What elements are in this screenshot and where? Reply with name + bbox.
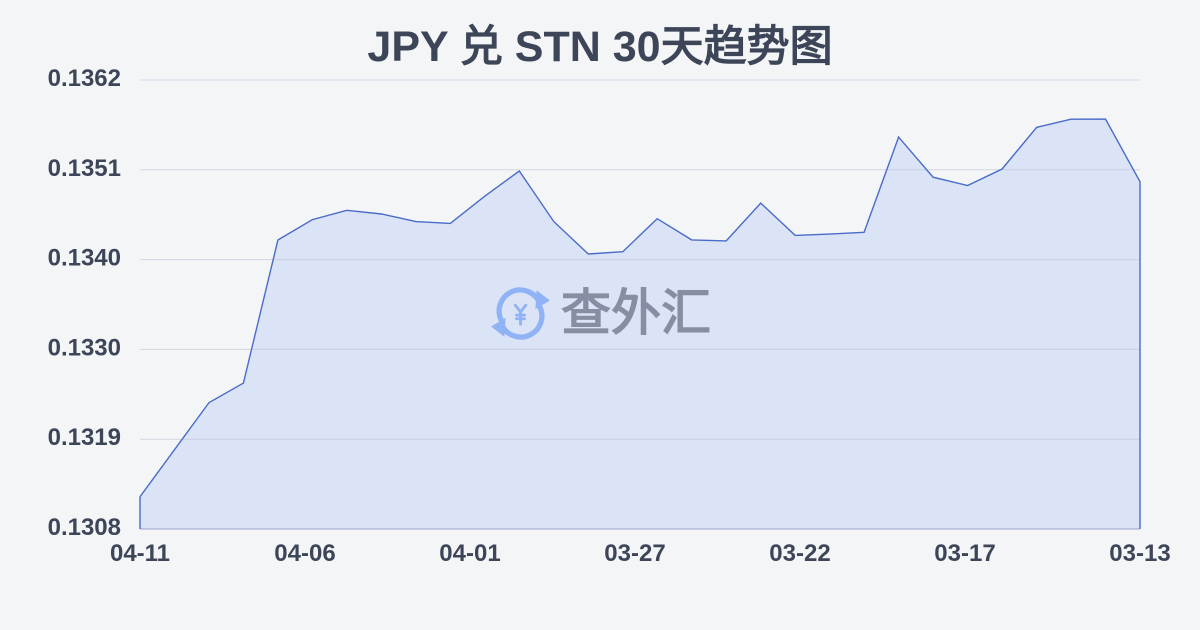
svg-text:04-01: 04-01	[439, 540, 500, 567]
svg-text:0.1308: 0.1308	[48, 514, 121, 541]
svg-text:04-11: 04-11	[110, 540, 170, 567]
svg-text:0.1362: 0.1362	[48, 65, 121, 92]
svg-text:查外汇: 查外汇	[561, 285, 711, 341]
svg-text:04-06: 04-06	[274, 540, 335, 567]
svg-text:0.1340: 0.1340	[48, 245, 121, 272]
svg-text:03-17: 03-17	[934, 540, 995, 567]
svg-text:03-22: 03-22	[769, 540, 830, 567]
svg-text:0.1330: 0.1330	[48, 334, 121, 361]
svg-text:03-27: 03-27	[604, 540, 665, 567]
svg-text:03-13: 03-13	[1109, 540, 1170, 567]
svg-text:0.1319: 0.1319	[48, 424, 121, 451]
svg-text:0.1351: 0.1351	[48, 155, 121, 182]
